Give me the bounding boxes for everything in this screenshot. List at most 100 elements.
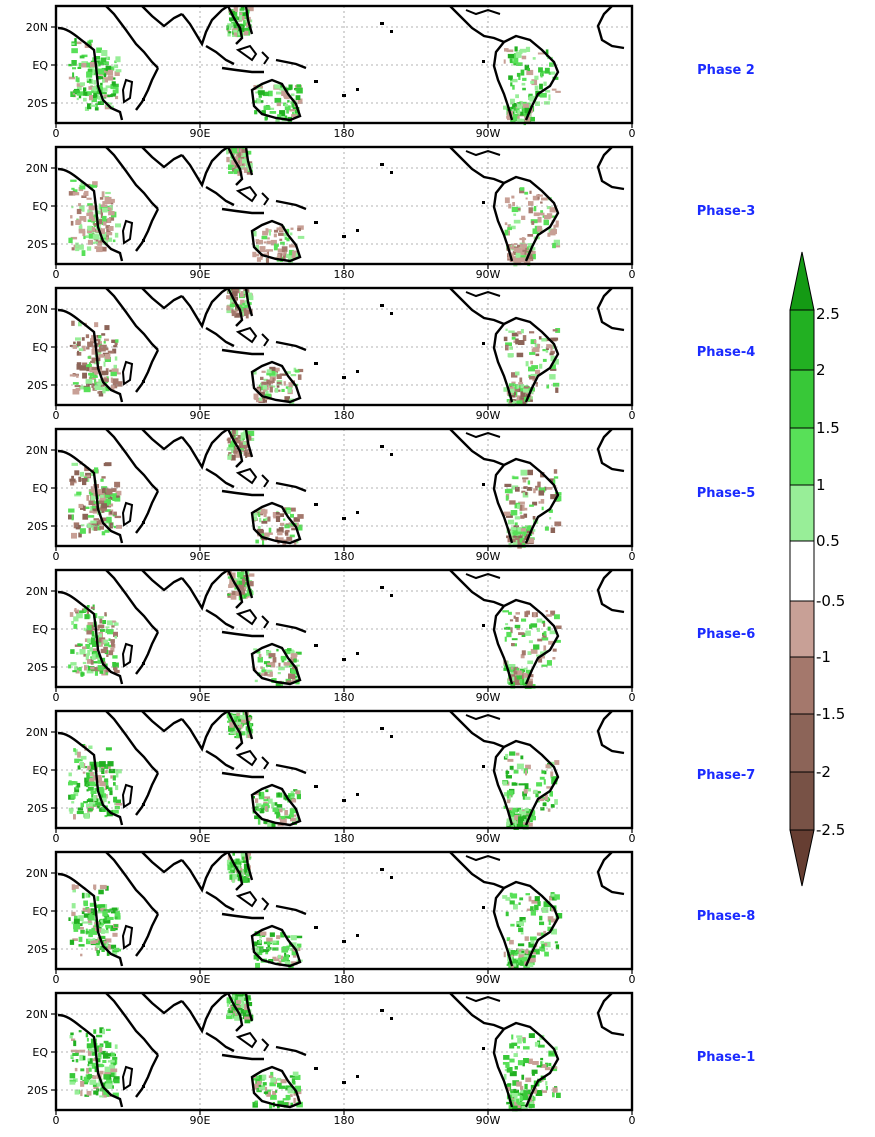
- anomaly-field: [68, 429, 562, 549]
- lat-tick-label: 20S: [27, 238, 48, 251]
- lat-tick-label: EQ: [32, 482, 48, 495]
- lon-tick-label: 180: [334, 1114, 355, 1127]
- grid-lines: [56, 711, 632, 828]
- map-panel: 20N EQ 20S 0 90E 180 90W 0 Phase-6: [26, 568, 755, 704]
- lon-tick-label: 90W: [476, 268, 501, 281]
- map-panel: 20N EQ 20S 0 90E 180 90W 0 Phase 2: [26, 4, 755, 140]
- colorbar-band: [789, 540, 815, 602]
- colorbar-band: [789, 600, 815, 658]
- grid-lines: [56, 570, 632, 687]
- lon-tick-label: 0: [629, 550, 636, 563]
- colorbar-label: 2: [816, 361, 826, 379]
- anomaly-field: [69, 993, 561, 1112]
- colorbar-label: 1: [816, 476, 826, 494]
- lon-tick-label: 0: [629, 409, 636, 422]
- map-frame-bg: [56, 570, 632, 687]
- lon-tick-label: 180: [334, 691, 355, 704]
- map-frame-bg: [56, 6, 632, 123]
- map-panel: 20N EQ 20S 0 90E 180 90W 0 Phase-1: [26, 991, 756, 1127]
- lon-tick-label: 90E: [190, 127, 211, 140]
- lat-tick-label: 20S: [27, 943, 48, 956]
- map-panel: 20N EQ 20S 0 90E 180 90W 0 Phase-3: [26, 145, 755, 281]
- phase-label: Phase 2: [697, 63, 755, 78]
- colorbar-band: [789, 656, 815, 715]
- colorbar-band: [789, 369, 815, 429]
- lat-tick-label: EQ: [32, 200, 48, 213]
- lat-tick-label: 20N: [26, 726, 48, 739]
- lon-tick-label: 0: [53, 691, 60, 704]
- lat-tick-label: 20S: [27, 1084, 48, 1097]
- grid-lines: [56, 993, 632, 1110]
- lon-tick-label: 90E: [190, 973, 211, 986]
- lon-tick-label: 90W: [476, 550, 501, 563]
- lon-tick-label: 0: [629, 691, 636, 704]
- grid-lines: [56, 852, 632, 969]
- map-frame-bg: [56, 711, 632, 828]
- map-panel: 20N EQ 20S 0 90E 180 90W 0 Phase-7: [26, 709, 756, 845]
- lon-tick-label: 90W: [476, 832, 501, 845]
- grid-lines: [56, 147, 632, 264]
- lon-tick-label: 90W: [476, 973, 501, 986]
- lat-tick-label: 20N: [26, 585, 48, 598]
- lat-tick-label: 20N: [26, 21, 48, 34]
- colorbar-label: 2.5: [816, 305, 840, 323]
- colorbar-band: [789, 713, 815, 773]
- lon-tick-label: 180: [334, 973, 355, 986]
- phase-label: Phase-8: [697, 909, 756, 924]
- lon-tick-label: 90W: [476, 1114, 501, 1127]
- map-panel: 20N EQ 20S 0 90E 180 90W 0 Phase-4: [26, 286, 756, 422]
- lon-tick-label: 90E: [190, 268, 211, 281]
- colorbar: 2.5 2 1.5 1 0.5 -0.5 -1 -1.5 -2 -2.5: [789, 251, 845, 887]
- lon-tick-label: 0: [53, 832, 60, 845]
- colorbar-arrow-top: [789, 251, 815, 311]
- colorbar-band: [789, 309, 815, 371]
- lat-tick-label: 20S: [27, 520, 48, 533]
- lon-tick-label: 180: [334, 409, 355, 422]
- colorbar-label: 1.5: [816, 419, 840, 437]
- lon-tick-label: 0: [53, 1114, 60, 1127]
- grid-lines: [56, 429, 632, 546]
- colorbar-band: [789, 771, 815, 831]
- lon-tick-label: 0: [53, 973, 60, 986]
- lat-tick-label: EQ: [32, 764, 48, 777]
- lon-tick-label: 90E: [190, 550, 211, 563]
- map-panels: 20N EQ 20S 0 90E 180 90W 0 Phase 2 20N EQ 20S 0 90E 18…: [26, 4, 756, 1127]
- lat-tick-label: EQ: [32, 1046, 48, 1059]
- phase-label: Phase-5: [697, 486, 756, 501]
- lon-tick-label: 180: [334, 832, 355, 845]
- lon-tick-label: 0: [629, 973, 636, 986]
- lon-tick-label: 180: [334, 268, 355, 281]
- map-frame-bg: [56, 288, 632, 405]
- lat-tick-label: 20S: [27, 802, 48, 815]
- lat-tick-label: 20S: [27, 97, 48, 110]
- map-panel: 20N EQ 20S 0 90E 180 90W 0 Phase-5: [26, 427, 756, 563]
- lat-tick-label: 20S: [27, 379, 48, 392]
- phase-label: Phase-7: [697, 768, 756, 783]
- phase-label: Phase-1: [697, 1050, 756, 1065]
- lon-tick-label: 90W: [476, 691, 501, 704]
- lon-tick-label: 0: [629, 832, 636, 845]
- colorbar-band: [789, 427, 815, 486]
- lon-tick-label: 180: [334, 550, 355, 563]
- phase-label: Phase-4: [697, 345, 756, 360]
- lon-tick-label: 90E: [190, 691, 211, 704]
- lat-tick-label: 20N: [26, 867, 48, 880]
- lat-tick-label: EQ: [32, 905, 48, 918]
- lat-tick-label: EQ: [32, 59, 48, 72]
- lon-tick-label: 0: [629, 1114, 636, 1127]
- lon-tick-label: 90E: [190, 832, 211, 845]
- colorbar-arrow-bottom: [789, 829, 815, 887]
- colorbar-label: 0.5: [816, 532, 840, 550]
- lon-tick-label: 0: [629, 268, 636, 281]
- lon-tick-label: 0: [629, 127, 636, 140]
- anomaly-field: [68, 570, 562, 689]
- map-frame-bg: [56, 147, 632, 264]
- lon-tick-label: 0: [53, 550, 60, 563]
- colorbar-label: -2.5: [816, 821, 845, 839]
- lon-tick-label: 90E: [190, 1114, 211, 1127]
- lat-tick-label: EQ: [32, 341, 48, 354]
- lat-tick-label: 20N: [26, 444, 48, 457]
- colorbar-band: [789, 484, 815, 542]
- lon-tick-label: 90E: [190, 409, 211, 422]
- grid-lines: [56, 6, 632, 123]
